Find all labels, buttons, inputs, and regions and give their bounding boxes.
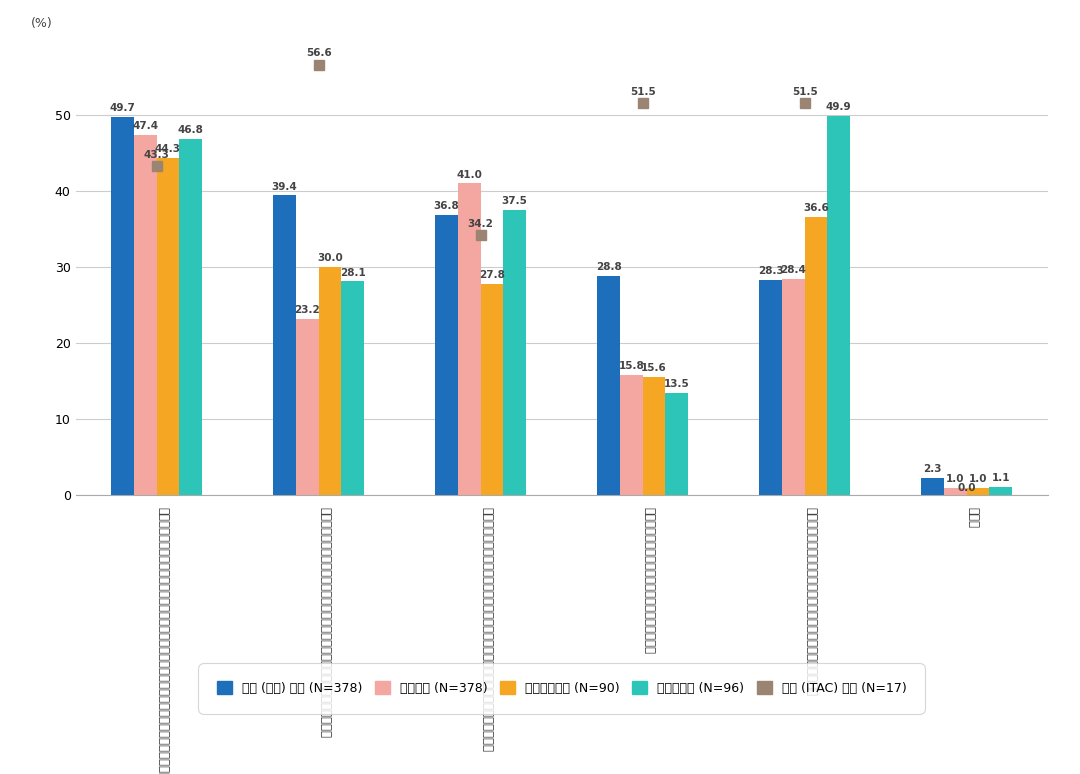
Text: 28.1: 28.1 (340, 268, 365, 278)
Text: ビジネスにおける収集等データの利活用方法の欠如、費用対効果が不明瞭: ビジネスにおける収集等データの利活用方法の欠如、費用対効果が不明瞭 (319, 507, 332, 738)
Bar (111, 117, 134, 495)
Text: 49.7: 49.7 (110, 103, 135, 113)
Text: 28.8: 28.8 (596, 262, 621, 272)
Text: 49.9: 49.9 (826, 101, 851, 111)
Bar (665, 392, 688, 495)
Bar (827, 115, 850, 495)
Bar (134, 135, 157, 495)
Text: 51.5: 51.5 (792, 87, 818, 98)
Text: 39.4: 39.4 (272, 182, 297, 192)
Text: その他: その他 (967, 507, 980, 528)
Text: 15.8: 15.8 (619, 361, 644, 372)
Text: 56.6: 56.6 (306, 49, 332, 59)
Text: 0.0: 0.0 (957, 483, 976, 493)
Text: 個人データとの紐引きが不明瞭（個人データに該当しないという判断が困難）: 個人データとの紐引きが不明瞭（個人データに該当しないという判断が困難） (481, 507, 494, 752)
Text: 13.5: 13.5 (664, 378, 689, 389)
Bar (805, 217, 827, 495)
Bar (643, 377, 665, 495)
Text: 37.5: 37.5 (502, 196, 527, 206)
Text: 43.3: 43.3 (144, 149, 170, 159)
Text: 28.3: 28.3 (758, 266, 783, 276)
Text: 46.8: 46.8 (178, 125, 203, 135)
Text: 2.3: 2.3 (923, 464, 942, 474)
Bar (319, 267, 341, 495)
Text: 1.1: 1.1 (991, 473, 1010, 483)
Text: 36.8: 36.8 (434, 201, 459, 211)
Text: 51.5: 51.5 (630, 87, 656, 98)
Bar (759, 280, 782, 495)
Text: 1.0: 1.0 (946, 474, 964, 484)
Text: 47.4: 47.4 (132, 121, 159, 131)
Bar (597, 276, 620, 495)
Bar (967, 488, 989, 495)
Text: 30.0: 30.0 (318, 253, 342, 263)
Bar (273, 196, 296, 495)
Text: 28.4: 28.4 (781, 265, 806, 276)
Bar (503, 210, 526, 495)
Text: 34.2: 34.2 (468, 219, 494, 229)
Bar (620, 375, 643, 495)
Bar (921, 478, 944, 495)
Bar (944, 488, 967, 495)
Text: 44.3: 44.3 (154, 145, 181, 154)
Text: 36.6: 36.6 (804, 203, 828, 213)
Text: 15.6: 15.6 (642, 363, 666, 373)
Bar (481, 284, 503, 495)
Bar (179, 139, 202, 495)
Bar (782, 279, 805, 495)
Bar (296, 319, 319, 495)
Text: データを取り扱う（処理・分析等）人材の不足: データを取り扱う（処理・分析等）人材の不足 (643, 507, 656, 654)
Text: データ所有権の帰属が自社ではないまたは不明な場合がある: データ所有権の帰属が自社ではないまたは不明な場合がある (805, 507, 818, 696)
Y-axis label: (%): (%) (30, 16, 53, 29)
Bar (341, 282, 364, 495)
Text: 41.0: 41.0 (457, 170, 482, 180)
Text: 23.2: 23.2 (295, 305, 320, 315)
Bar (989, 487, 1012, 495)
Text: データの収集・管理に係るコストの増大（データのフォーマット等が共通化されていない、データ品質の確保等）: データの収集・管理に係るコストの増大（データのフォーマット等が共通化されていない… (157, 507, 170, 774)
Text: 1.0: 1.0 (969, 474, 987, 484)
Bar (157, 158, 179, 495)
Text: 27.8: 27.8 (480, 270, 504, 280)
Bar (458, 183, 481, 495)
Legend: 日本 (一般) 企業 (N=378), 米国企業 (N=378), イギリス企業 (N=90), ドイツ企業 (N=96), 日本 (ITAC) 企業 (N=1: 日本 (一般) 企業 (N=378), 米国企業 (N=378), イギリス企業… (204, 669, 919, 707)
Bar (435, 215, 458, 495)
